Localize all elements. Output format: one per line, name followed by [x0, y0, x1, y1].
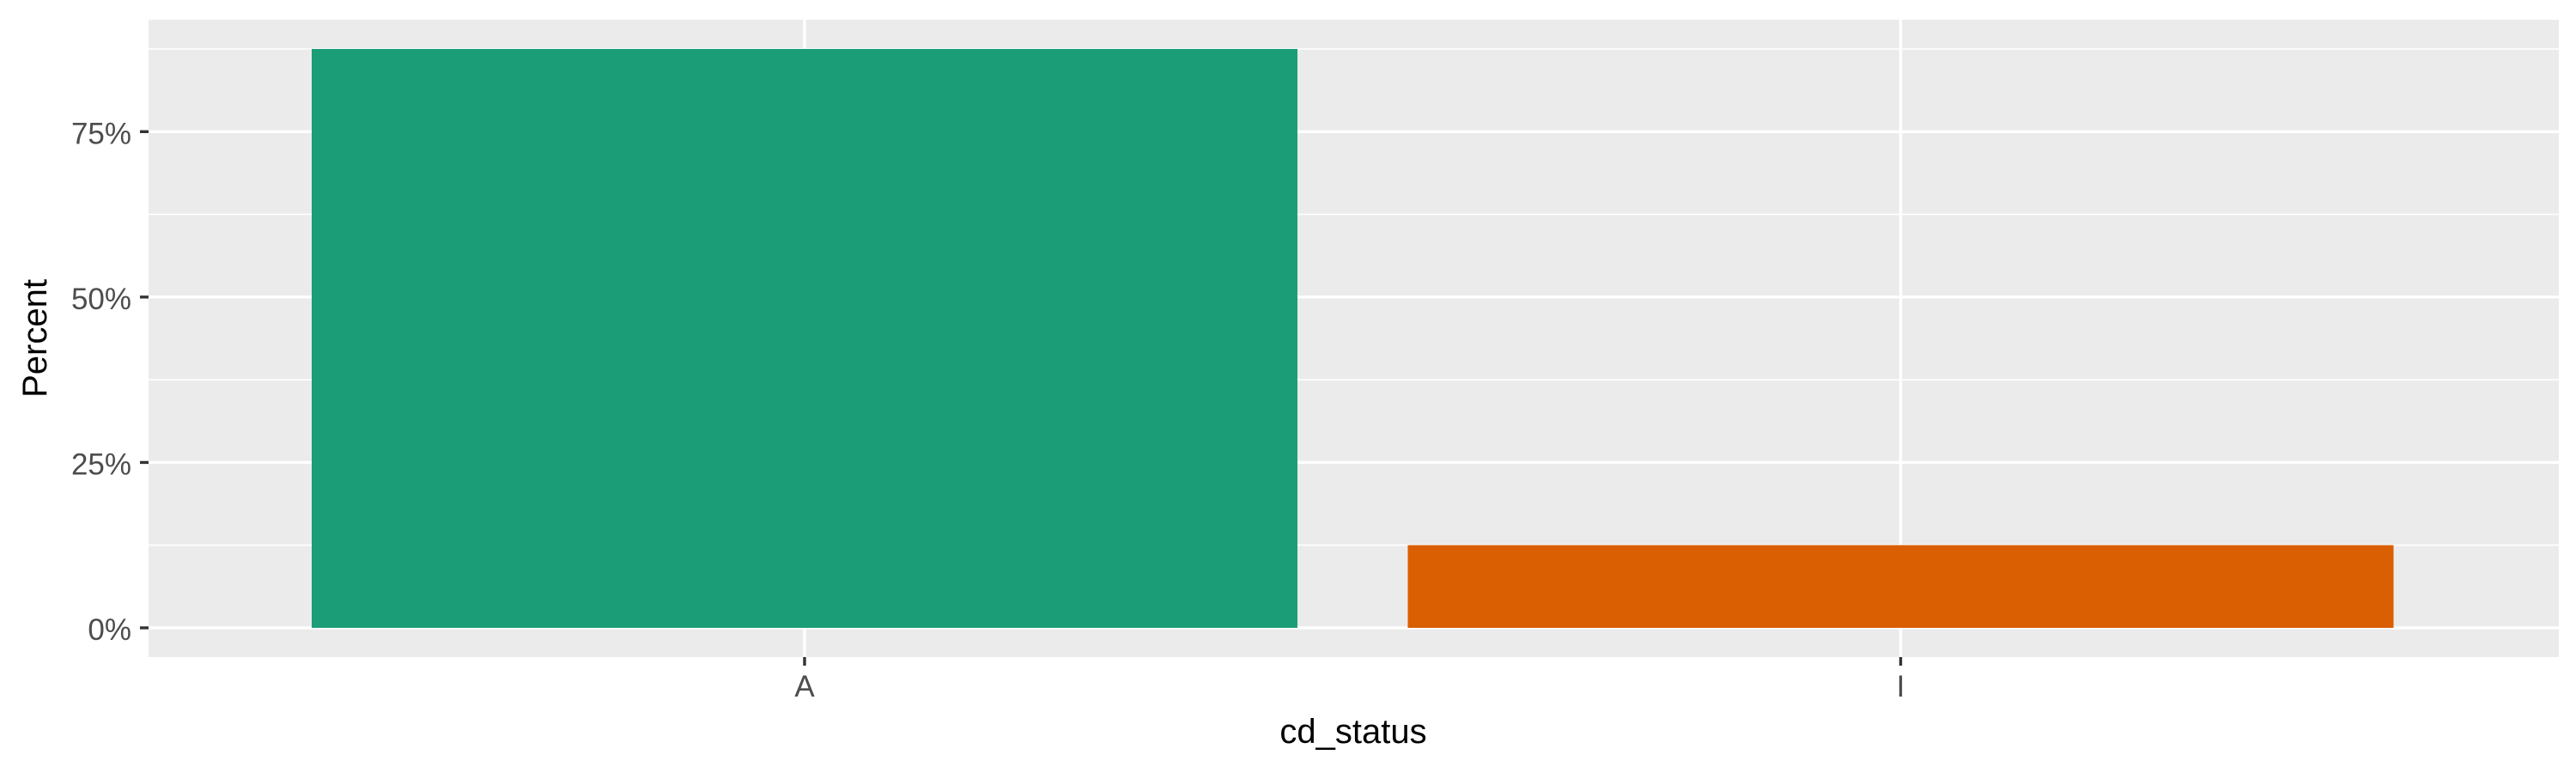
y-axis-title: Percent: [16, 279, 54, 398]
x-tick-label-A: A: [794, 670, 815, 703]
x-axis-title: cd_status: [1279, 713, 1426, 751]
y-tick-label-0: 0%: [88, 613, 131, 647]
bar-I: [1407, 545, 2394, 628]
bar-A: [312, 49, 1297, 628]
y-axis: 0% 25% 50% 75%: [71, 117, 149, 647]
y-tick-label-3: 75%: [71, 117, 131, 150]
y-tick-label-1: 25%: [71, 447, 131, 481]
y-tick-label-2: 50%: [71, 283, 131, 316]
x-tick-label-I: I: [1897, 670, 1905, 703]
bars: [312, 49, 2394, 628]
